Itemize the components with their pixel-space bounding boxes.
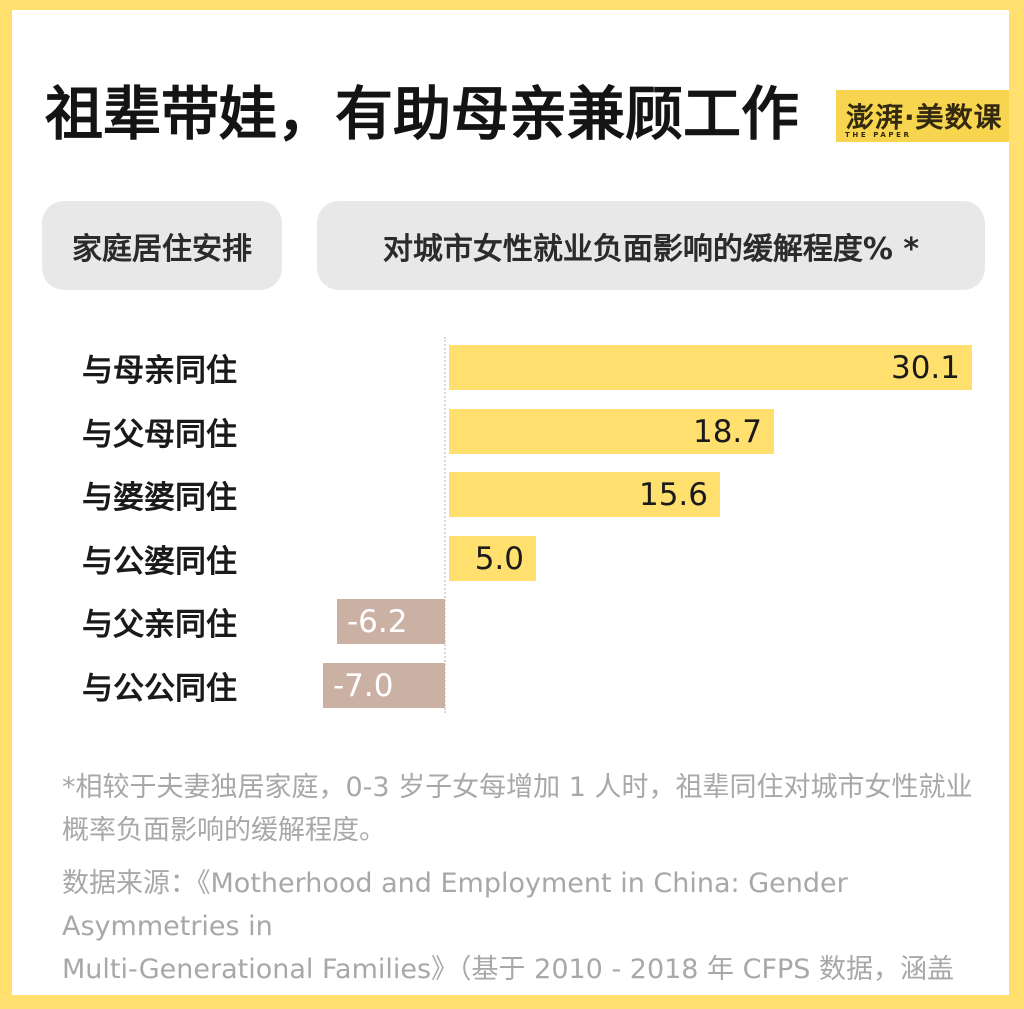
bar-negative: -6.2 [337,599,445,644]
footnote-line: 数据来源：《Motherhood and Employment in China… [62,868,848,942]
bar-chart: 与母亲同住 30.1 与父母同住 18.7 与婆婆同住 15.6 与公婆同住 5.0 与父亲同住… [12,10,1009,995]
the-paper-logo: 澎湃·美数课 THE PAPER [836,90,1009,142]
zero-baseline [444,337,446,713]
category-label: 与公公同住 [82,671,237,707]
bar-value: 30.1 [890,349,960,386]
column-header-living-arrangement: 家庭居住安排 [42,201,282,290]
page-title: 祖辈带娃，有助母亲兼顾工作 [45,80,800,148]
bar-positive: 5.0 [449,536,536,581]
bar-value: 15.6 [638,476,708,513]
footnote-source: 数据来源：《Motherhood and Employment in China… [62,862,978,995]
poster-content: 祖辈带娃，有助母亲兼顾工作 澎湃·美数课 THE PAPER 家庭居住安排 对城… [12,10,1009,995]
footnote-line: *相较于夫妻独居家庭，0-3 岁子女每增加 1 人时，祖辈同住对城市女性就业 [62,772,973,803]
category-label: 与父亲同住 [82,607,237,643]
category-label: 与公婆同住 [82,544,237,580]
footnote-line: 概率负面影响的缓解程度。 [62,815,386,846]
column-header-mitigation-degree: 对城市女性就业负面影响的缓解程度% * [317,201,985,290]
category-label: 与母亲同住 [82,353,237,389]
bar-value: -6.2 [347,603,408,640]
footnote-note: *相较于夫妻独居家庭，0-3 岁子女每增加 1 人时，祖辈同住对城市女性就业 概… [62,766,978,852]
category-label: 与父母同住 [82,417,237,453]
bar-negative: -7.0 [323,663,445,708]
category-label: 与婆婆同住 [82,480,237,516]
footnote-line: Multi-Generational Families》（基于 2010 - 2… [62,954,955,985]
bar-positive: 15.6 [449,472,720,517]
bar-value: 18.7 [692,413,762,450]
bar-value: -7.0 [333,667,394,704]
logo-subtext: THE PAPER [845,131,912,139]
bar-positive: 18.7 [449,409,774,454]
bar-value: 5.0 [474,540,524,577]
bar-positive: 30.1 [449,345,972,390]
footnotes: *相较于夫妻独居家庭，0-3 岁子女每增加 1 人时，祖辈同住对城市女性就业 概… [62,766,978,995]
